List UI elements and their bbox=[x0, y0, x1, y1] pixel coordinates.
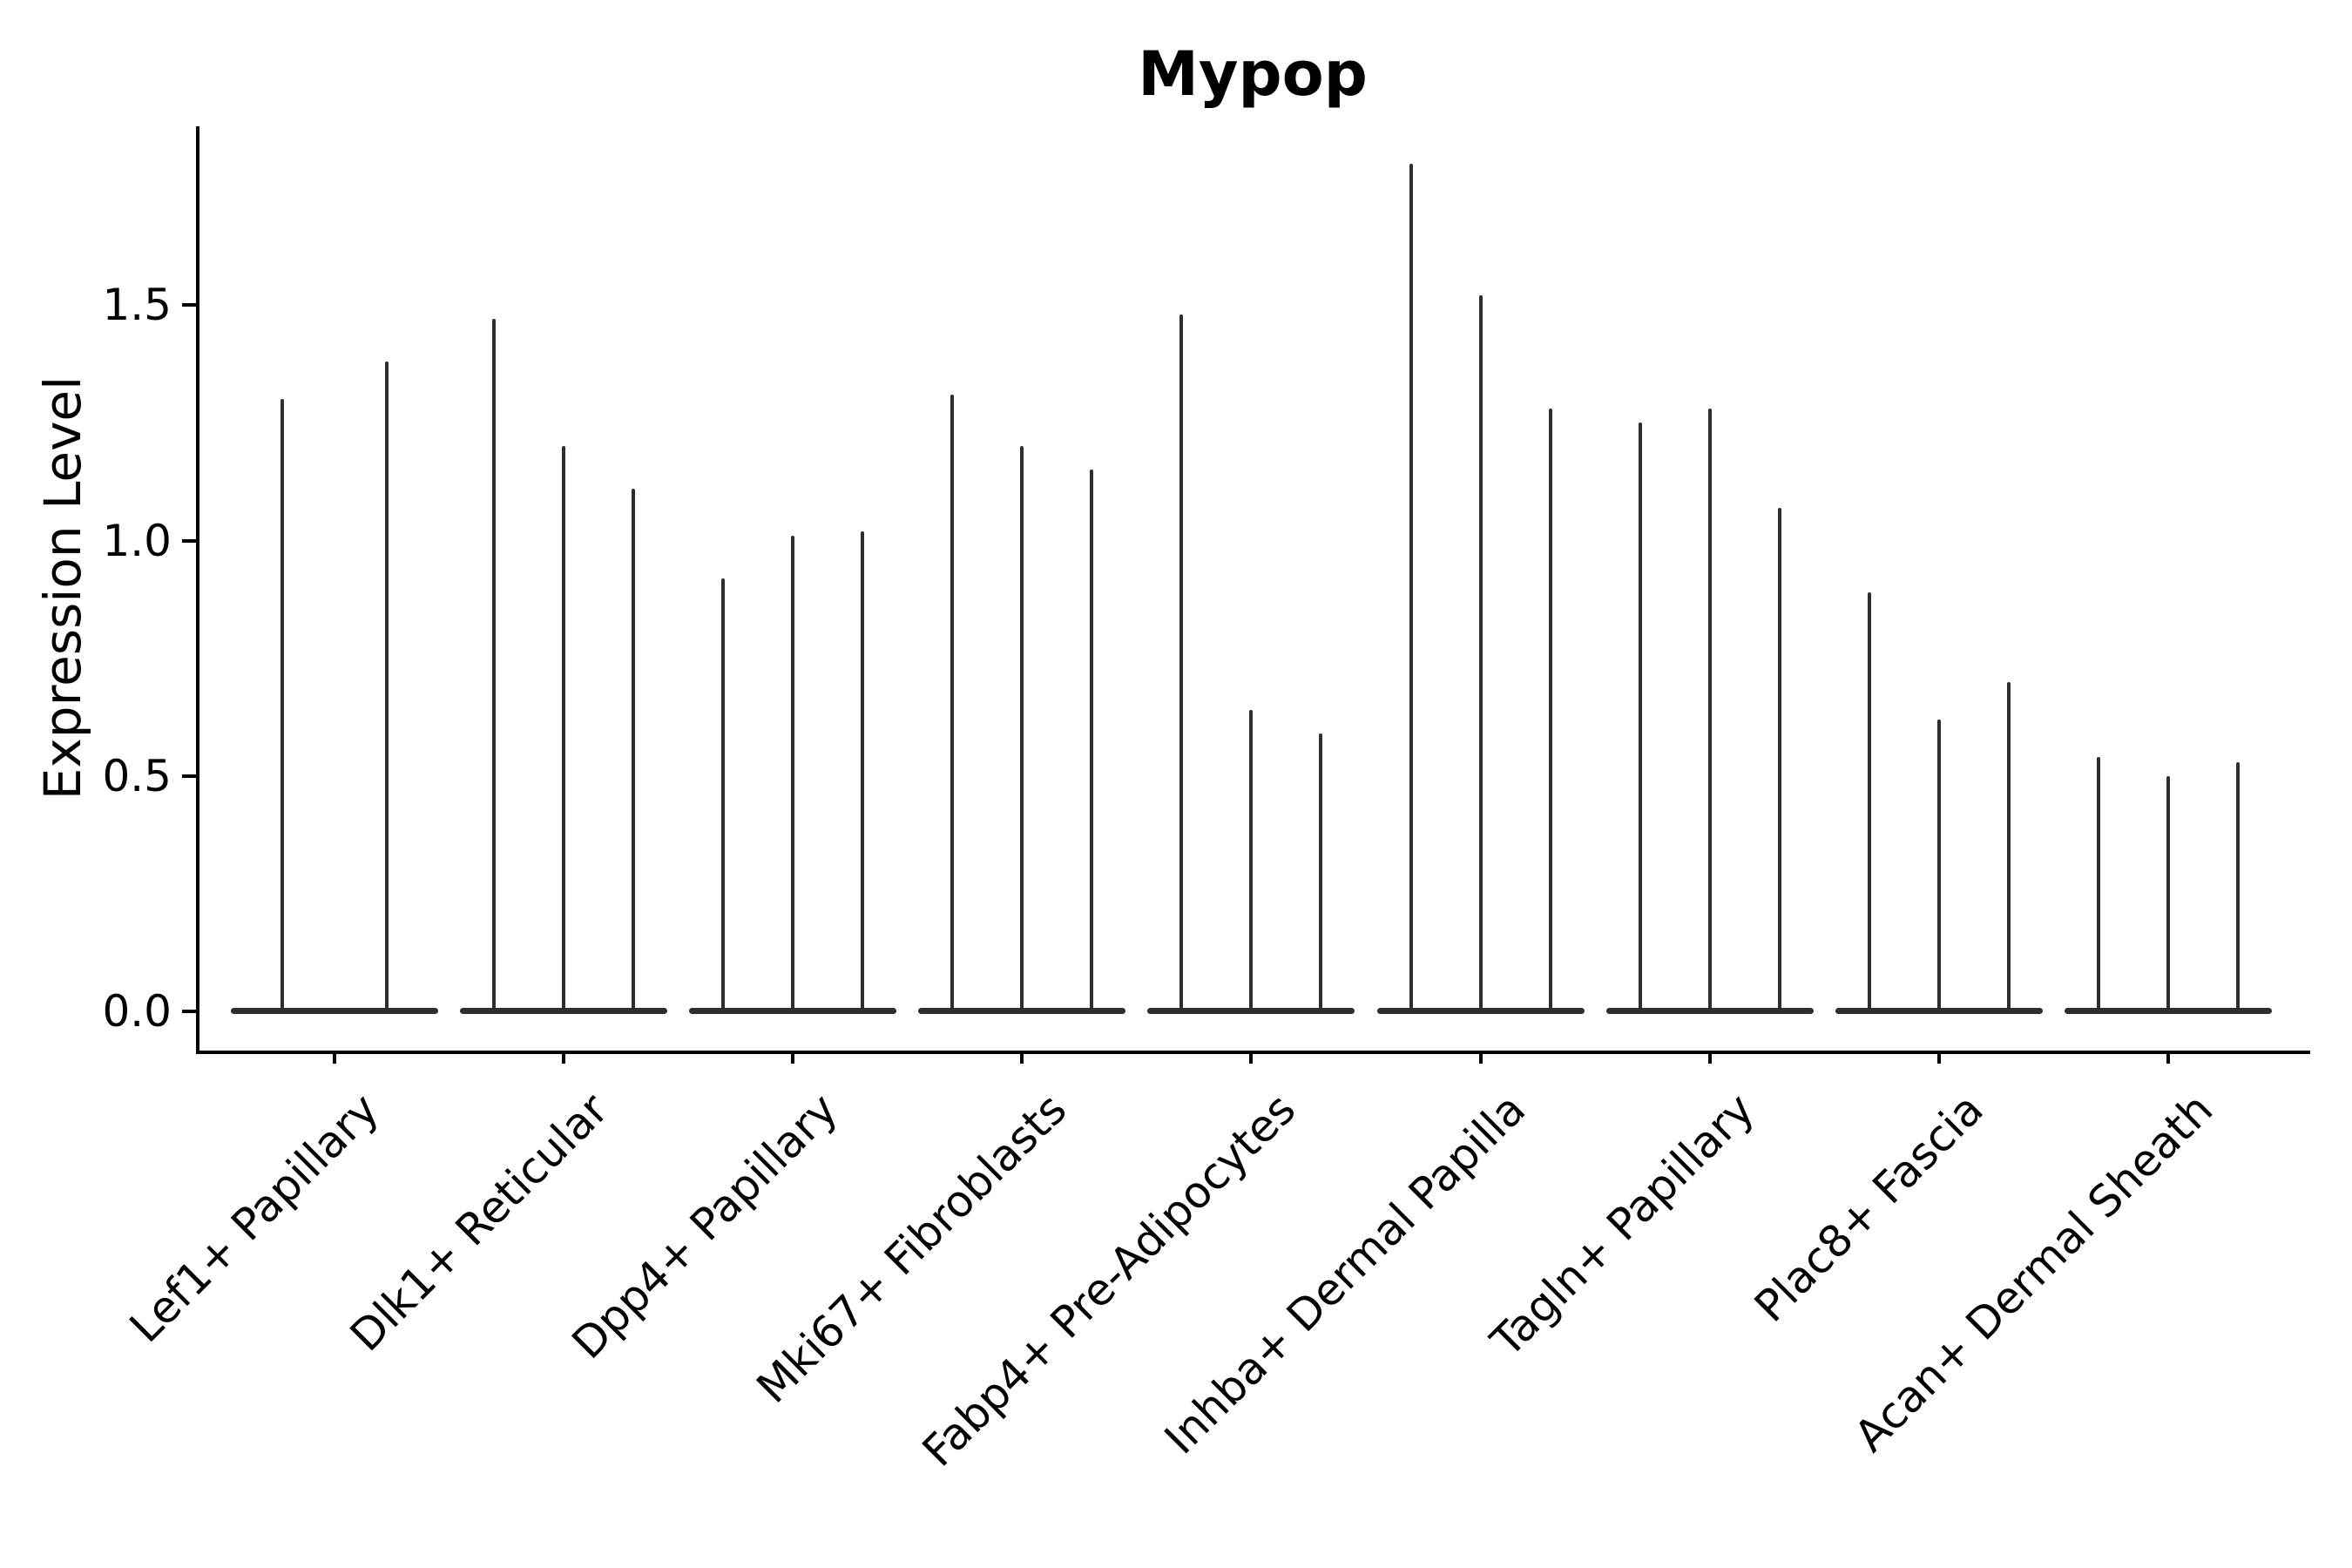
y-tick-label: 1.0 bbox=[102, 515, 172, 566]
y-tick-label: 0.0 bbox=[102, 986, 172, 1037]
violin-spike bbox=[791, 536, 795, 1011]
x-tick-mark bbox=[791, 1052, 795, 1064]
y-tick-label: 0.5 bbox=[102, 750, 172, 801]
x-tick-mark bbox=[1249, 1052, 1254, 1064]
y-axis-line bbox=[196, 126, 199, 1054]
y-tick-label: 1.5 bbox=[102, 280, 172, 331]
violin-base bbox=[231, 1008, 438, 1014]
x-tick-mark bbox=[333, 1052, 336, 1064]
y-axis-label: Expression Level bbox=[33, 375, 92, 801]
x-tick-mark bbox=[1478, 1052, 1483, 1064]
violin-spike bbox=[632, 489, 636, 1011]
violin-spike bbox=[492, 319, 497, 1011]
violin-spike bbox=[1867, 591, 1871, 1011]
x-tick-mark bbox=[1020, 1052, 1024, 1064]
violin-spike bbox=[950, 394, 955, 1011]
x-tick-mark bbox=[562, 1052, 566, 1064]
violin-spike bbox=[385, 362, 389, 1011]
violin-spike bbox=[2006, 681, 2011, 1011]
x-tick-label: Plac8+ Fascia bbox=[1745, 1084, 1993, 1332]
y-tick-mark bbox=[182, 538, 196, 543]
violin-spike bbox=[2166, 775, 2170, 1011]
y-tick-mark bbox=[182, 1010, 196, 1013]
violin-spike bbox=[1020, 446, 1024, 1011]
violin-spike bbox=[1319, 733, 1323, 1011]
violin-spike bbox=[861, 531, 865, 1011]
violin-spike bbox=[1090, 470, 1094, 1011]
violin-spike bbox=[2096, 757, 2100, 1011]
violin-spike bbox=[1409, 164, 1413, 1011]
violin-spike bbox=[280, 399, 284, 1011]
violin-spike bbox=[2235, 761, 2240, 1011]
y-tick-mark bbox=[182, 774, 196, 778]
x-tick-mark bbox=[1936, 1052, 1941, 1064]
x-tick-mark bbox=[1707, 1052, 1712, 1064]
violin-spike bbox=[1548, 409, 1552, 1011]
violin-spike bbox=[1249, 710, 1254, 1011]
chart-title: Mypop bbox=[1138, 38, 1368, 110]
x-axis-line bbox=[196, 1051, 2310, 1054]
violin-spike bbox=[1707, 409, 1712, 1011]
x-tick-mark bbox=[2166, 1052, 2170, 1064]
violin-spike bbox=[1638, 422, 1642, 1011]
violin-spike bbox=[1936, 719, 1941, 1011]
violin-spike bbox=[1478, 295, 1483, 1011]
violin-spike bbox=[721, 578, 726, 1011]
violin-spike bbox=[562, 446, 566, 1011]
violin-spike bbox=[1179, 314, 1184, 1011]
x-tick-label: Dlk1+ Reticular bbox=[341, 1084, 618, 1362]
x-tick-label: Lef1+ Papillary bbox=[120, 1084, 389, 1353]
y-tick-mark bbox=[182, 303, 196, 308]
violin-spike bbox=[1777, 507, 1781, 1011]
x-tick-label: Fabp4+ Pre-Adipocytes bbox=[913, 1084, 1306, 1477]
